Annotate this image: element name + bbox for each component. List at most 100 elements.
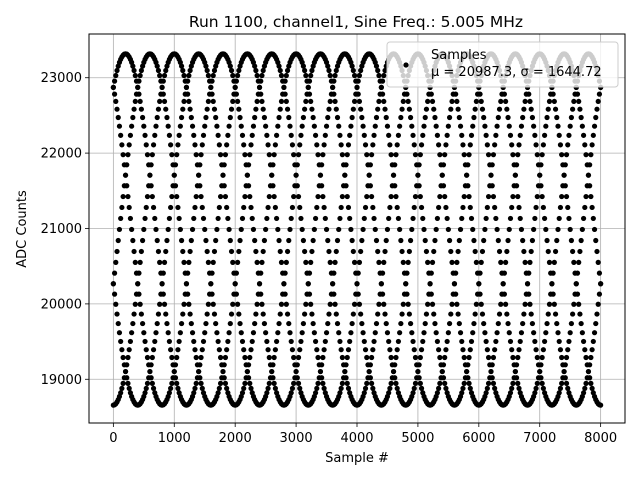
data-point: [372, 330, 378, 336]
data-point: [187, 67, 193, 74]
data-point: [417, 354, 423, 361]
data-point: [308, 72, 314, 79]
data-point: [193, 193, 199, 200]
data-point: [372, 226, 378, 233]
data-point: [286, 114, 292, 121]
data-point: [157, 259, 163, 265]
data-point: [248, 347, 254, 353]
data-point: [356, 259, 363, 265]
data-point: [197, 162, 203, 168]
data-point: [205, 301, 211, 307]
data-point: [295, 354, 302, 361]
data-point: [582, 347, 588, 353]
data-point: [498, 301, 504, 307]
data-point: [320, 193, 326, 200]
data-point: [361, 338, 367, 345]
data-point: [254, 301, 260, 307]
data-point: [255, 270, 261, 276]
data-point: [224, 347, 230, 353]
data-point: [496, 248, 503, 255]
data-point: [326, 106, 332, 112]
data-point: [563, 152, 570, 158]
data-point: [532, 215, 538, 222]
data-point: [216, 142, 222, 148]
data-point: [567, 226, 573, 233]
data-point: [478, 301, 484, 307]
data-point: [264, 132, 270, 138]
data-point: [144, 152, 151, 158]
data-point: [253, 311, 259, 317]
data-point: [412, 354, 419, 361]
data-point: [583, 193, 589, 200]
data-point: [163, 67, 169, 74]
data-point: [337, 338, 343, 345]
data-point: [520, 320, 526, 327]
data-point: [278, 259, 285, 265]
data-point: [438, 375, 444, 381]
data-point: [203, 63, 209, 69]
data-point: [320, 152, 326, 158]
data-point: [589, 204, 595, 211]
data-point: [141, 123, 147, 129]
data-point: [544, 114, 550, 121]
data-point: [187, 248, 193, 255]
data-point: [237, 114, 243, 121]
data-point: [271, 152, 277, 158]
data-point: [137, 259, 143, 265]
data-point: [360, 123, 366, 129]
data-point: [351, 72, 358, 79]
data-point: [175, 142, 181, 148]
data-point: [332, 259, 338, 265]
data-point: [483, 132, 489, 138]
data-point: [355, 78, 361, 84]
data-point: [468, 215, 475, 222]
data-point: [490, 193, 497, 200]
data-point: [417, 380, 423, 386]
data-point: [336, 330, 342, 336]
data-point: [213, 114, 219, 121]
data-point: [236, 67, 242, 74]
data-point: [481, 114, 487, 121]
data-point: [373, 63, 380, 69]
data-point: [158, 91, 164, 97]
data-point: [434, 132, 440, 138]
data-point: [471, 114, 477, 121]
data-point: [501, 91, 507, 97]
data-point: [149, 193, 155, 200]
data-point: [169, 193, 175, 200]
data-point: [570, 311, 576, 317]
data-point: [551, 259, 557, 265]
data-point: [431, 106, 437, 112]
chart-title: Run 1100, channel1, Sine Freq.: 5.005 MH…: [189, 13, 523, 31]
data-point: [149, 354, 155, 361]
data-point: [241, 142, 247, 148]
data-point: [302, 311, 308, 317]
data-point: [331, 78, 337, 84]
data-point: [125, 152, 131, 158]
data-point: [405, 301, 411, 307]
data-point: [589, 142, 595, 148]
data-point: [524, 281, 531, 287]
data-point: [415, 368, 421, 375]
data-point: [150, 142, 157, 148]
data-point: [378, 84, 384, 90]
data-point: [281, 281, 287, 287]
data-point: [131, 67, 137, 74]
data-point: [507, 338, 514, 345]
data-point: [203, 114, 209, 121]
data-point: [319, 362, 325, 368]
data-point: [448, 106, 454, 112]
data-point: [459, 338, 465, 345]
data-point: [180, 67, 186, 74]
data-point: [531, 123, 537, 129]
data-point: [210, 259, 216, 265]
data-point: [333, 106, 339, 112]
data-point: [287, 226, 293, 233]
data-point: [152, 338, 158, 345]
data-point: [148, 375, 154, 381]
data-point: [280, 91, 286, 97]
data-point: [278, 72, 285, 79]
data-point: [327, 301, 333, 307]
data-point: [114, 311, 120, 317]
data-point: [386, 215, 392, 222]
